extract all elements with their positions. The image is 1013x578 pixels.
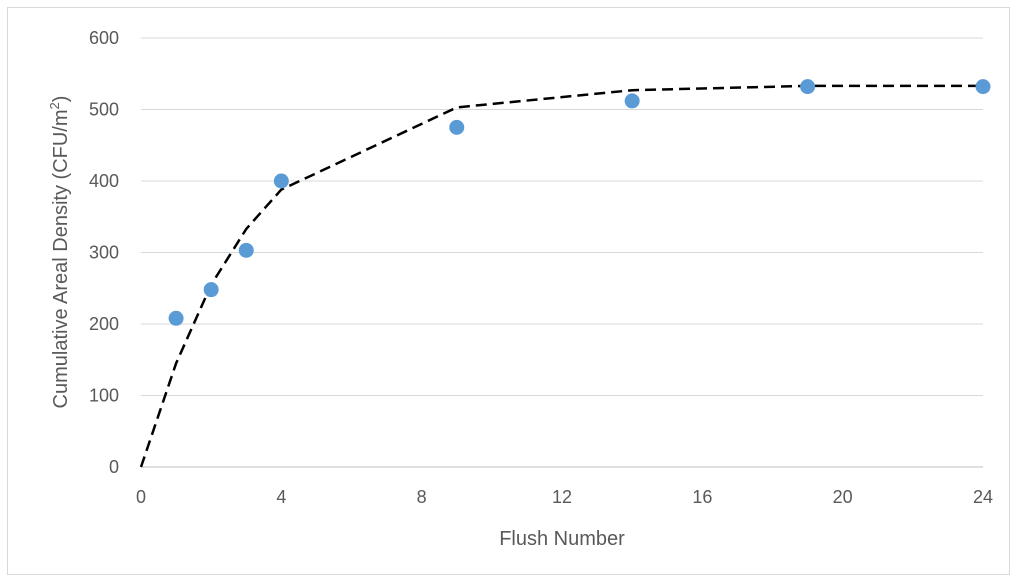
y-tick-label-400: 400 <box>89 171 119 191</box>
gridlines <box>141 37 983 468</box>
data-point-flush-9 <box>449 119 465 135</box>
y-tick-label-300: 300 <box>89 243 119 263</box>
data-point-flush-14 <box>624 93 640 109</box>
series-layer <box>139 79 991 468</box>
y-tick-label-500: 500 <box>89 100 119 120</box>
y-tick-labels: 0 100 200 300 400 500 600 <box>89 28 119 477</box>
data-point-flush-2 <box>203 282 219 298</box>
data-point-flush-1 <box>168 310 184 326</box>
x-tick-label-16: 16 <box>692 487 712 507</box>
y-tick-label-0: 0 <box>109 457 119 477</box>
data-point-flush-3 <box>238 242 254 258</box>
x-axis-title: Flush Number <box>499 528 625 550</box>
y-tick-label-200: 200 <box>89 314 119 334</box>
x-tick-label-12: 12 <box>552 487 572 507</box>
y-tick-label-100: 100 <box>89 386 119 406</box>
y-axis-title-suffix: ) <box>50 96 72 103</box>
y-axis-title: Cumulative Areal Density (CFU/m2) <box>47 96 72 409</box>
data-point-flush-4 <box>273 173 289 189</box>
x-tick-label-4: 4 <box>276 487 286 507</box>
data-point-flush-19 <box>800 79 816 95</box>
chart-frame <box>7 7 1010 575</box>
x-tick-label-0: 0 <box>136 487 146 507</box>
y-tick-label-600: 600 <box>89 28 119 48</box>
fitted-curve-dashed-line <box>139 84 983 468</box>
x-tick-labels: 0 4 8 12 16 20 24 <box>136 487 993 507</box>
x-tick-label-20: 20 <box>833 487 853 507</box>
y-axis-title-superscript: 2 <box>47 102 62 109</box>
x-tick-label-8: 8 <box>417 487 427 507</box>
data-point-flush-24 <box>975 79 991 95</box>
x-tick-label-24: 24 <box>973 487 993 507</box>
y-axis-title-main: Cumulative Areal Density (CFU/m <box>50 109 72 408</box>
